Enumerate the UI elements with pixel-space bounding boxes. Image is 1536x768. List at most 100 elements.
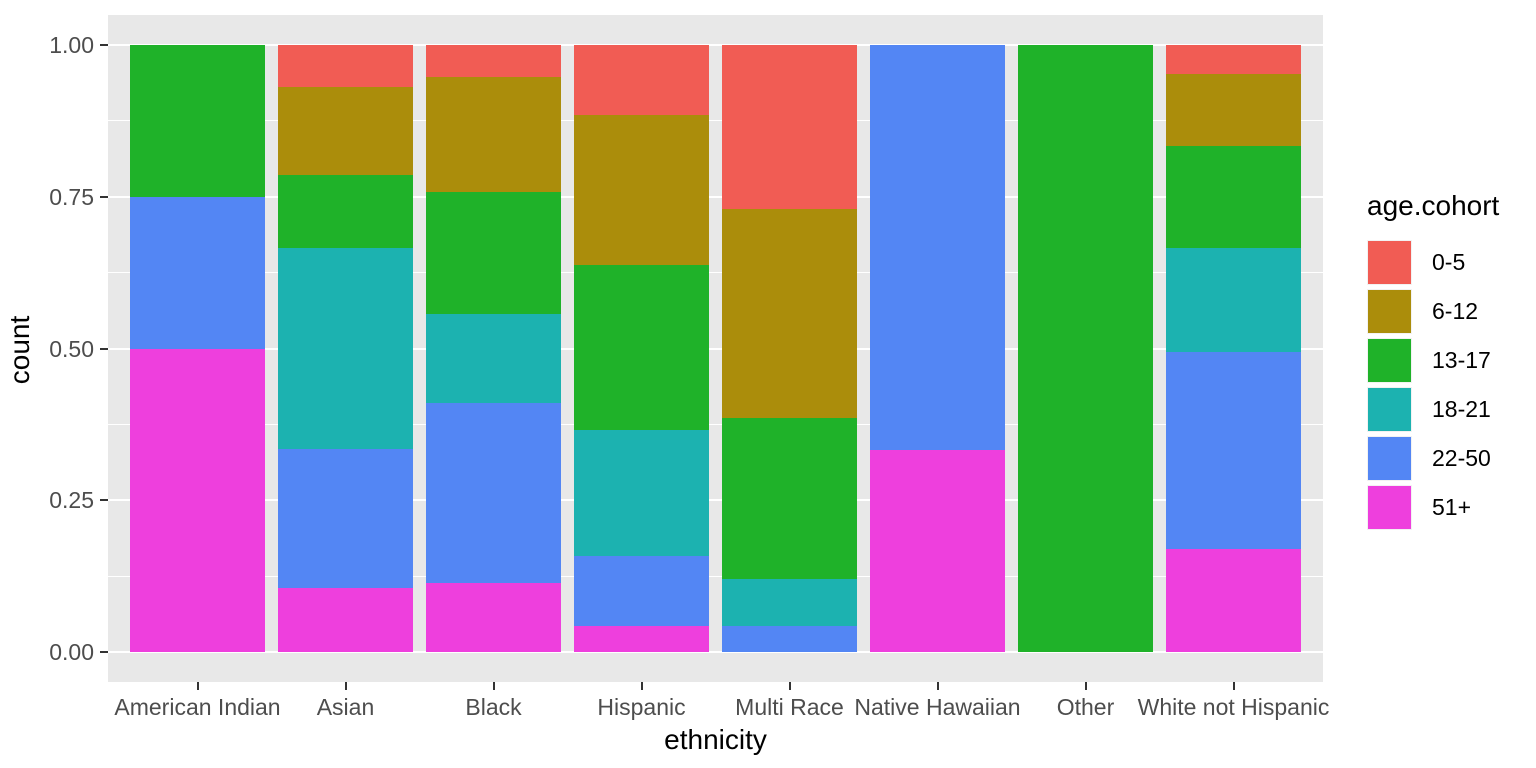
x-tick bbox=[936, 682, 939, 690]
legend-item-18-21: 18-21 bbox=[1367, 385, 1532, 433]
stacked-bar-other bbox=[1018, 45, 1153, 652]
bar-segment-18-21 bbox=[426, 313, 561, 404]
legend-label: 13-17 bbox=[1432, 346, 1491, 373]
bar-segment-6-12 bbox=[722, 209, 857, 419]
legend-swatch-22-50 bbox=[1368, 436, 1411, 480]
bar-segment-18-21 bbox=[1166, 247, 1301, 352]
legend-label: 51+ bbox=[1432, 493, 1472, 520]
bar-segment-13-17 bbox=[722, 418, 857, 579]
legend-key bbox=[1367, 288, 1412, 334]
bar-segment-51+ bbox=[574, 625, 709, 652]
stacked-bar-american-indian bbox=[130, 45, 265, 652]
bar-segment-18-21 bbox=[722, 578, 857, 626]
x-tick bbox=[196, 682, 199, 690]
major-gridline bbox=[108, 347, 1323, 350]
bar-segment-0-5 bbox=[278, 45, 413, 88]
legend-key bbox=[1367, 484, 1412, 530]
legend-label: 0-5 bbox=[1432, 248, 1466, 275]
x-tick-label: Other bbox=[1056, 694, 1115, 720]
legend-swatch-6-12 bbox=[1368, 289, 1411, 333]
legend-label: 22-50 bbox=[1432, 444, 1491, 471]
major-gridline bbox=[108, 651, 1323, 653]
legend-key bbox=[1367, 386, 1412, 432]
bar-segment-18-21 bbox=[574, 429, 709, 557]
stacked-bar-multi-race bbox=[722, 45, 857, 652]
y-tick-label: 0.75 bbox=[49, 183, 94, 210]
x-tick-label: American Indian bbox=[114, 694, 281, 720]
legend-item-22-50: 22-50 bbox=[1367, 434, 1532, 482]
bar-segment-13-17 bbox=[1166, 146, 1301, 248]
bar-segment-51+ bbox=[1166, 549, 1301, 652]
bar-segment-0-5 bbox=[722, 45, 857, 210]
bar-segment-22-50 bbox=[870, 45, 1005, 450]
x-tick-label: Native Hawaiian bbox=[854, 694, 1021, 720]
x-tick-label: Hispanic bbox=[597, 694, 686, 720]
bar-segment-13-17 bbox=[278, 175, 413, 249]
y-tick-label: 0.00 bbox=[49, 639, 94, 665]
minor-gridline bbox=[108, 575, 1323, 577]
bar-segment-22-50 bbox=[130, 196, 265, 349]
bar-segment-13-17 bbox=[130, 45, 265, 197]
y-tick bbox=[100, 499, 108, 502]
bar-segment-22-50 bbox=[574, 556, 709, 626]
legend-swatch-51+ bbox=[1368, 485, 1411, 529]
bar-segment-0-5 bbox=[574, 45, 709, 115]
x-tick-label: Black bbox=[465, 694, 522, 720]
x-tick bbox=[492, 682, 495, 690]
x-tick bbox=[1232, 682, 1235, 690]
bar-segment-22-50 bbox=[722, 625, 857, 652]
y-tick bbox=[100, 195, 108, 198]
y-tick-label: 0.50 bbox=[49, 335, 94, 362]
bar-segment-22-50 bbox=[1166, 351, 1301, 550]
bar-segment-51+ bbox=[130, 348, 265, 652]
x-tick bbox=[1084, 682, 1087, 690]
x-tick-label: Multi Race bbox=[735, 694, 844, 720]
minor-gridline bbox=[108, 423, 1323, 425]
plot-panel bbox=[108, 15, 1323, 682]
bar-segment-18-21 bbox=[278, 248, 413, 449]
y-axis-title: count bbox=[4, 315, 35, 385]
bar-segment-6-12 bbox=[1166, 74, 1301, 147]
legend-title: age.cohort bbox=[1367, 190, 1500, 221]
legend-item-0-5: 0-5 bbox=[1367, 238, 1532, 286]
bar-segment-0-5 bbox=[1166, 45, 1301, 75]
minor-gridline bbox=[108, 272, 1323, 274]
bar-segment-6-12 bbox=[574, 114, 709, 266]
stacked-bar-asian bbox=[278, 45, 413, 652]
minor-gridline bbox=[108, 120, 1323, 122]
major-gridline bbox=[108, 195, 1323, 198]
stacked-bar-native-hawaiian bbox=[870, 45, 1005, 652]
legend-swatch-18-21 bbox=[1368, 387, 1411, 431]
legend-key bbox=[1367, 337, 1412, 383]
x-axis-title: ethnicity bbox=[664, 724, 767, 755]
bar-segment-6-12 bbox=[426, 77, 561, 193]
x-tick bbox=[640, 682, 643, 690]
stacked-bar-hispanic bbox=[574, 45, 709, 652]
bar-segment-0-5 bbox=[426, 45, 561, 78]
legend-key bbox=[1367, 239, 1412, 285]
y-tick-label: 1.00 bbox=[49, 32, 94, 58]
x-tick-label: White not Hispanic bbox=[1137, 694, 1330, 720]
bar-segment-13-17 bbox=[426, 192, 561, 314]
bar-segment-51+ bbox=[278, 588, 413, 652]
legend-label: 18-21 bbox=[1432, 395, 1491, 422]
legend-item-51+: 51+ bbox=[1367, 483, 1532, 531]
y-tick-label: 0.25 bbox=[49, 487, 94, 514]
x-tick bbox=[788, 682, 791, 690]
legend-item-13-17: 13-17 bbox=[1367, 336, 1532, 384]
major-gridline bbox=[108, 499, 1323, 502]
bar-segment-22-50 bbox=[426, 403, 561, 584]
legend-swatch-13-17 bbox=[1368, 338, 1411, 382]
y-tick bbox=[100, 651, 108, 653]
legend-key bbox=[1367, 435, 1412, 481]
legend-label: 6-12 bbox=[1432, 297, 1479, 324]
legend-swatch-0-5 bbox=[1368, 240, 1411, 284]
legend-items: 0-5 6-12 13-17 18-21 22-50 51+ bbox=[1367, 238, 1532, 531]
y-tick bbox=[100, 44, 108, 46]
legend-item-6-12: 6-12 bbox=[1367, 287, 1532, 335]
stacked-bar-white-not-hispanic bbox=[1166, 45, 1301, 652]
bar-segment-13-17 bbox=[574, 265, 709, 430]
major-gridline bbox=[108, 44, 1323, 46]
y-tick bbox=[100, 347, 108, 350]
